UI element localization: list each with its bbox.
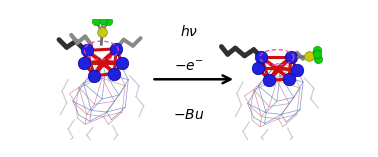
Text: $-e^{-}$: $-e^{-}$ [174,60,204,74]
Text: $-Bu$: $-Bu$ [174,108,204,122]
Text: $h\nu$: $h\nu$ [180,24,198,39]
